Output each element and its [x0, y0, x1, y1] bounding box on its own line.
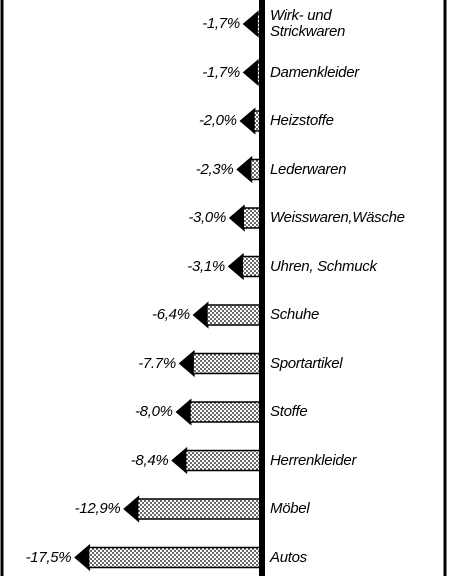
bar: [123, 495, 263, 523]
value-label: -1,7%: [202, 63, 240, 81]
arrow-head: [240, 109, 255, 133]
category-label: Uhren, Schmuck: [270, 257, 377, 275]
axis: [259, 0, 265, 576]
arrow-head: [75, 545, 90, 570]
category-label: Sportartikel: [270, 354, 343, 372]
value-label: -3,0%: [188, 209, 226, 226]
value-label: -12,9%: [74, 500, 121, 517]
category-label: Autos: [270, 548, 307, 566]
arrow-head: [172, 448, 187, 473]
category-label: Möbel: [270, 500, 310, 517]
value-label: -2,0%: [198, 112, 237, 129]
value-label: -3,1%: [187, 257, 225, 275]
category-label: Damenkleider: [270, 63, 359, 81]
arrow-head: [228, 254, 243, 279]
arrow-head: [243, 12, 258, 36]
arrow-head: [176, 400, 191, 424]
value-label: -8,0%: [134, 403, 173, 420]
arrow-head: [230, 206, 244, 230]
category-label: Lederwaren: [270, 160, 347, 178]
value-label: -8,4%: [130, 451, 169, 469]
arrow-head: [179, 351, 194, 376]
value-label: -1,7%: [202, 15, 240, 32]
value-label: -2,3%: [195, 160, 234, 178]
arrow-head: [243, 60, 258, 85]
category-label: Wirk- und Strickwaren: [270, 7, 346, 40]
value-label: -7.7%: [138, 354, 176, 372]
arrow-head: [193, 303, 208, 327]
category-label: Herrenkleider: [270, 451, 357, 469]
category-label: Heizstoffe: [270, 112, 334, 129]
arrow-head: [237, 157, 252, 182]
category-label: Schuhe: [270, 306, 320, 323]
value-label: -17,5%: [25, 548, 72, 566]
category-label: Stoffe: [270, 403, 308, 420]
category-label: Weisswaren,Wäsche: [270, 209, 405, 226]
value-label: -6,4%: [152, 306, 190, 323]
arrow-head: [124, 497, 139, 521]
bar: [74, 543, 263, 572]
